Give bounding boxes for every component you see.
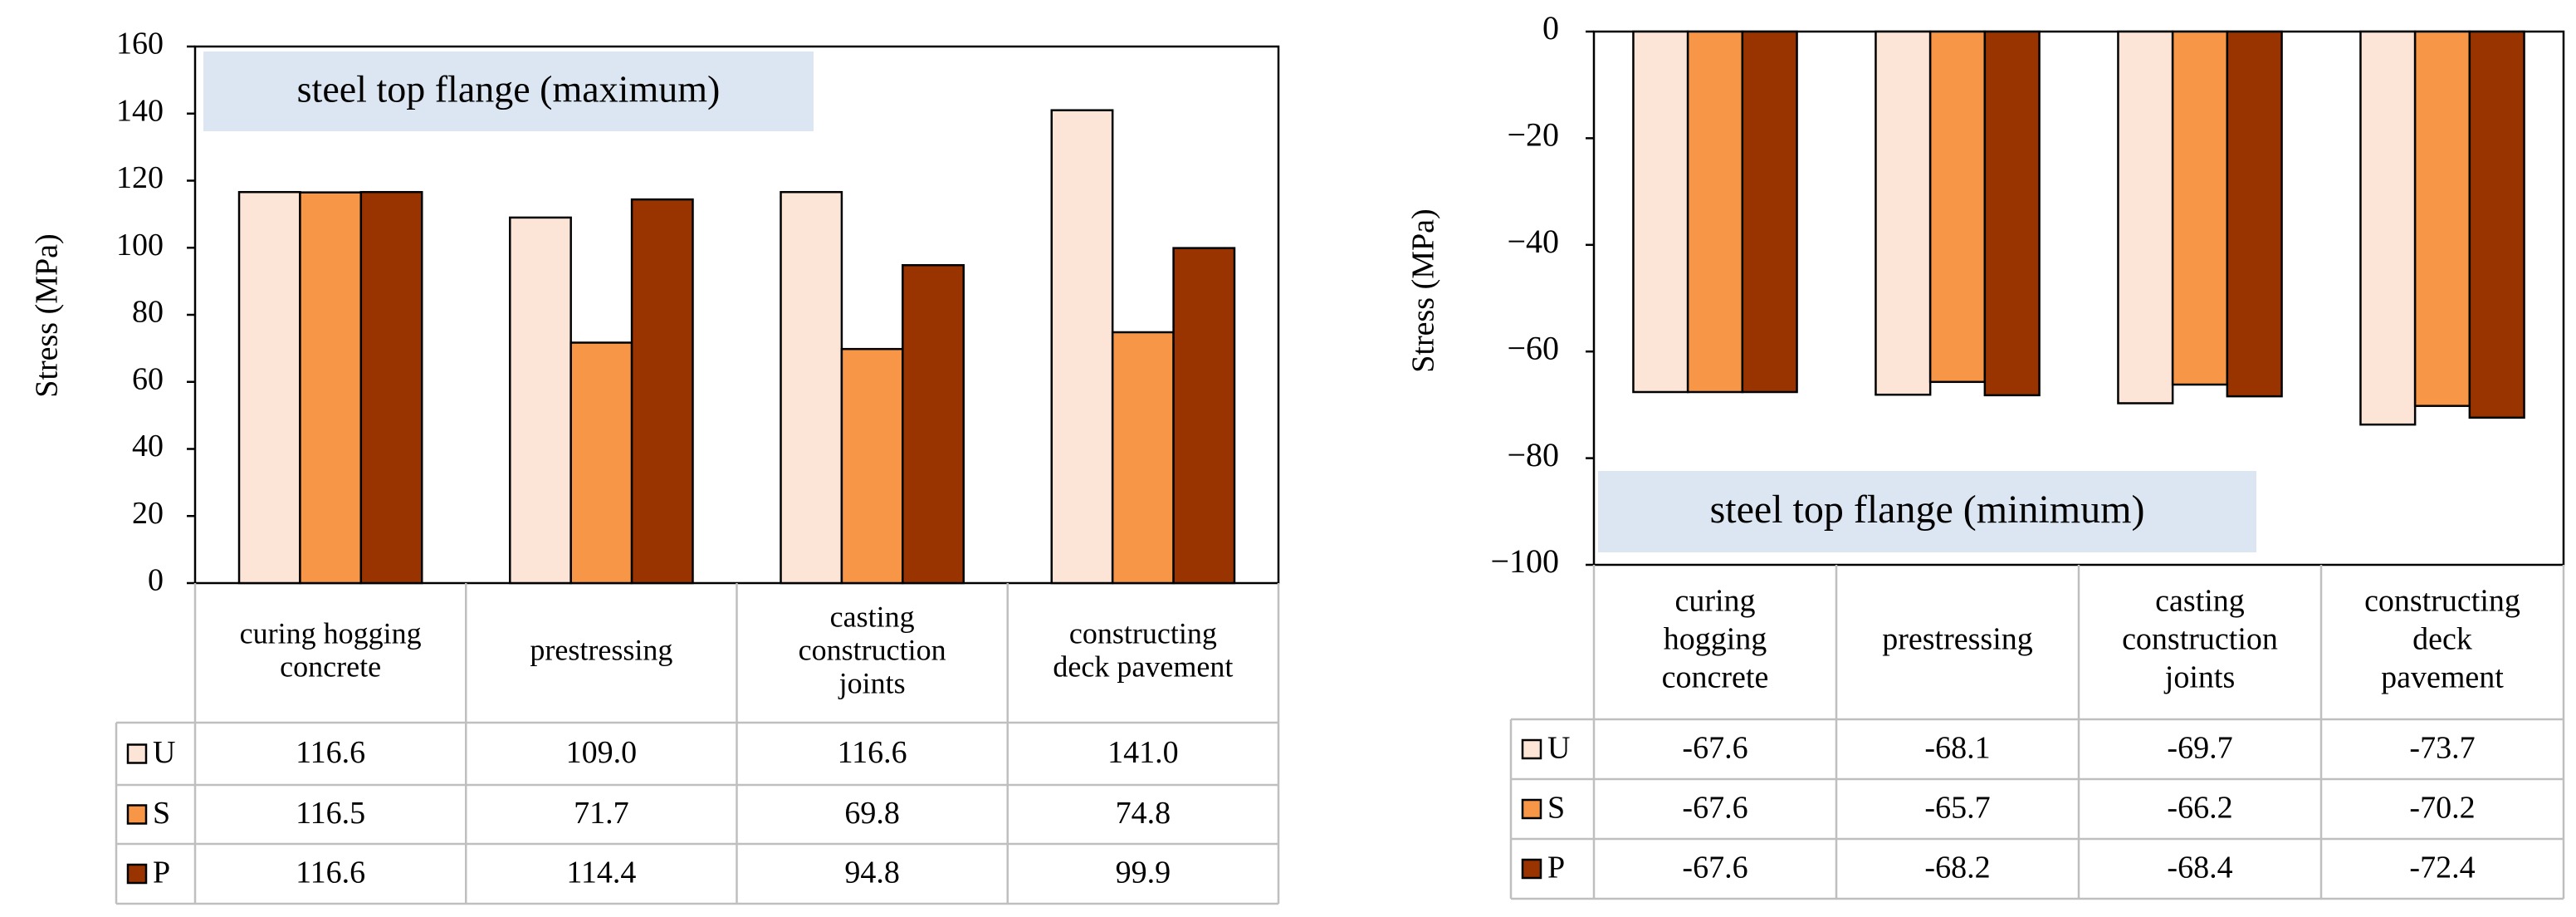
data-label-p: -68.4	[2167, 851, 2232, 885]
legend-label-s: S	[1547, 791, 1565, 826]
data-label-s: 71.7	[574, 796, 629, 831]
bar-u-2	[509, 216, 572, 585]
bar-p-2	[630, 198, 694, 585]
y-tick-label: 100	[116, 228, 164, 262]
legend-label-s: S	[153, 796, 170, 831]
bar-u-1	[1632, 30, 1689, 394]
y-tick-label: 0	[148, 563, 164, 598]
data-label-s: 116.5	[296, 796, 365, 831]
data-label-u: 141.0	[1107, 735, 1179, 770]
chart-title-box	[203, 51, 814, 131]
y-tick-label: 40	[132, 429, 164, 463]
y-tick-label: 20	[132, 496, 164, 531]
bar-u-3	[780, 190, 843, 585]
bar-s-3	[2171, 30, 2229, 386]
category-label: curing hogging concrete	[1662, 584, 1769, 695]
bar-s-1	[299, 191, 363, 585]
bar-s-4	[1111, 331, 1175, 585]
data-label-p: -72.4	[2409, 851, 2475, 885]
bar-s-4	[2413, 30, 2471, 407]
bar-u-4	[2359, 30, 2417, 426]
data-label-s: -70.2	[2409, 791, 2475, 826]
data-label-u: 109.0	[566, 735, 638, 770]
bar-u-4	[1050, 109, 1114, 585]
data-label-p: 116.6	[296, 856, 365, 890]
data-label-p: 99.9	[1116, 856, 1171, 890]
category-label: casting construction joints	[2122, 584, 2278, 695]
data-label-u: 116.6	[838, 735, 907, 770]
bar-p-4	[1172, 247, 1236, 585]
legend-label-u: U	[153, 735, 175, 770]
y-tick-label: 160	[116, 27, 164, 61]
legend-key-p	[1521, 858, 1542, 880]
data-label-s: 74.8	[1116, 796, 1171, 831]
data-label-p: 114.4	[566, 856, 636, 890]
category-label: casting construction joints	[799, 600, 946, 699]
bar-p-3	[2226, 30, 2283, 398]
data-label-u: -69.7	[2167, 731, 2232, 766]
bar-p-1	[1741, 30, 1798, 394]
bar-u-2	[1875, 30, 1932, 396]
legend-key-u	[126, 743, 148, 764]
bar-p-4	[2468, 30, 2525, 419]
data-label-u: -67.6	[1682, 731, 1747, 766]
data-label-s: -65.7	[1924, 791, 1990, 826]
category-label: prestressing	[1882, 622, 2033, 657]
data-label-p: -68.2	[1924, 851, 1990, 885]
y-axis-label: Stress (MPa)	[1406, 208, 1441, 372]
chart-title: steel top flange (minimum)	[1710, 488, 2145, 532]
y-tick-label: −100	[1490, 542, 1559, 580]
chart-title: steel top flange (maximum)	[297, 68, 721, 110]
data-label-s: 69.8	[844, 796, 900, 831]
category-label: prestressing	[530, 633, 672, 666]
y-tick-label: 140	[116, 93, 164, 128]
y-tick-label: 0	[1542, 9, 1559, 47]
bar-p-1	[359, 190, 423, 585]
chart-minimum: steel top flange (minimum) 0 −20 −40 −60 −80 −…	[1406, 9, 2565, 900]
legend-key-s	[1521, 798, 1542, 820]
data-label-s: -67.6	[1682, 791, 1747, 826]
legend-key-s	[126, 804, 148, 825]
bar-p-2	[1983, 30, 2041, 397]
category-label: constructing deck pavement	[1053, 616, 1233, 683]
bar-p-3	[902, 263, 965, 585]
data-label-u: -73.7	[2409, 731, 2475, 766]
category-label: curing hogging concrete	[240, 616, 422, 683]
chart-maximum: steel top flange (maximum) 0 20 40 60 80 100 12…	[30, 27, 1280, 905]
legend-label-p: P	[1547, 851, 1565, 885]
data-label-p: -67.6	[1682, 851, 1747, 885]
legend-key-u	[1521, 738, 1542, 760]
legend-label-p: P	[153, 856, 170, 890]
data-label-p: 94.8	[844, 856, 900, 890]
category-label: constructing deck pavement	[2364, 584, 2520, 695]
y-tick-label: 60	[132, 361, 164, 396]
bar-s-2	[1928, 30, 1987, 384]
y-tick-label: 120	[116, 160, 164, 195]
y-tick-label: −40	[1507, 223, 1559, 260]
y-tick-label: −20	[1507, 116, 1559, 154]
y-tick-label: 80	[132, 295, 164, 330]
legend-key-p	[126, 863, 148, 885]
bar-s-3	[840, 347, 904, 585]
data-label-u: -68.1	[1924, 731, 1990, 766]
bar-s-1	[1686, 30, 1744, 394]
data-label-u: 116.6	[296, 735, 365, 770]
bar-u-3	[2117, 30, 2174, 405]
y-tick-label: −80	[1507, 436, 1559, 473]
legend-label-u: U	[1547, 731, 1570, 766]
data-label-s: -66.2	[2167, 791, 2232, 826]
chart-title-box	[1598, 471, 2256, 552]
y-axis-label: Stress (MPa)	[30, 233, 65, 397]
y-tick-label: −60	[1507, 329, 1559, 366]
bar-u-1	[237, 190, 301, 585]
bar-s-2	[569, 341, 633, 585]
